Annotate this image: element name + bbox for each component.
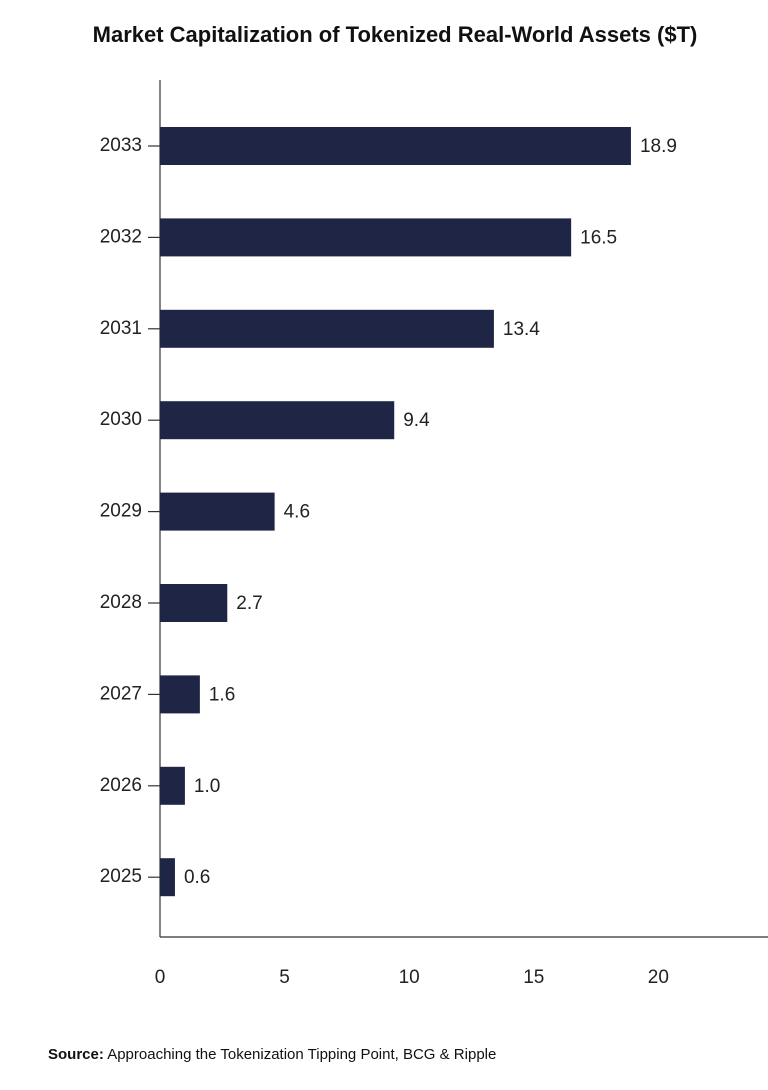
source-label: Source: [48,1046,104,1063]
value-label-2026: 1.0 [194,776,220,797]
value-label-2031: 13.4 [503,319,540,340]
chart-title: Market Capitalization of Tokenized Real-… [92,22,698,47]
y-tick-labels: 2033 2032 2031 2030 2029 2028 2027 2026 2025 [100,135,142,887]
bar-2033 [160,127,631,165]
x-tick-labels: 0 5 10 15 20 [155,967,669,988]
value-label-2033: 18.9 [640,136,677,157]
value-labels: 18.9 16.5 13.4 9.4 4.6 2.7 1.6 1.0 0.6 [184,136,677,888]
x-tick-label-10: 10 [399,967,420,988]
value-label-2029: 4.6 [284,502,310,523]
x-tick-label-0: 0 [155,967,166,988]
source-text: Approaching the Tokenization Tipping Poi… [107,1046,497,1063]
y-tick-label-2032: 2032 [100,226,142,247]
y-tick-label-2025: 2025 [100,866,142,887]
value-label-2032: 16.5 [580,227,617,248]
y-tick-label-2031: 2031 [100,318,142,339]
bar-chart: 2033 2032 2031 2030 2029 2028 2027 2026 2025 0 5 1… [100,80,768,988]
y-tick-label-2028: 2028 [100,592,142,613]
y-tick-label-2029: 2029 [100,501,142,522]
source-note: Source: Approaching the Tokenization Tip… [48,1046,496,1063]
bar-2032 [160,218,572,257]
bar-2026 [160,766,185,805]
bar-2025 [160,858,175,897]
x-tick-label-5: 5 [279,967,290,988]
y-tick-label-2030: 2030 [100,409,142,430]
chart-bars [160,127,631,897]
value-label-2025: 0.6 [184,867,210,888]
bar-2027 [160,675,200,714]
x-tick-label-15: 15 [523,967,544,988]
y-tick-label-2033: 2033 [100,135,142,156]
bar-2028 [160,584,228,622]
y-tick-label-2026: 2026 [100,775,142,796]
bar-2029 [160,492,275,531]
x-tick-label-20: 20 [648,967,669,988]
bar-2030 [160,401,395,440]
y-tick-label-2027: 2027 [100,683,142,704]
value-label-2030: 9.4 [403,410,430,431]
bar-2031 [160,309,494,348]
value-label-2027: 1.6 [209,684,235,705]
value-label-2028: 2.7 [236,593,262,614]
